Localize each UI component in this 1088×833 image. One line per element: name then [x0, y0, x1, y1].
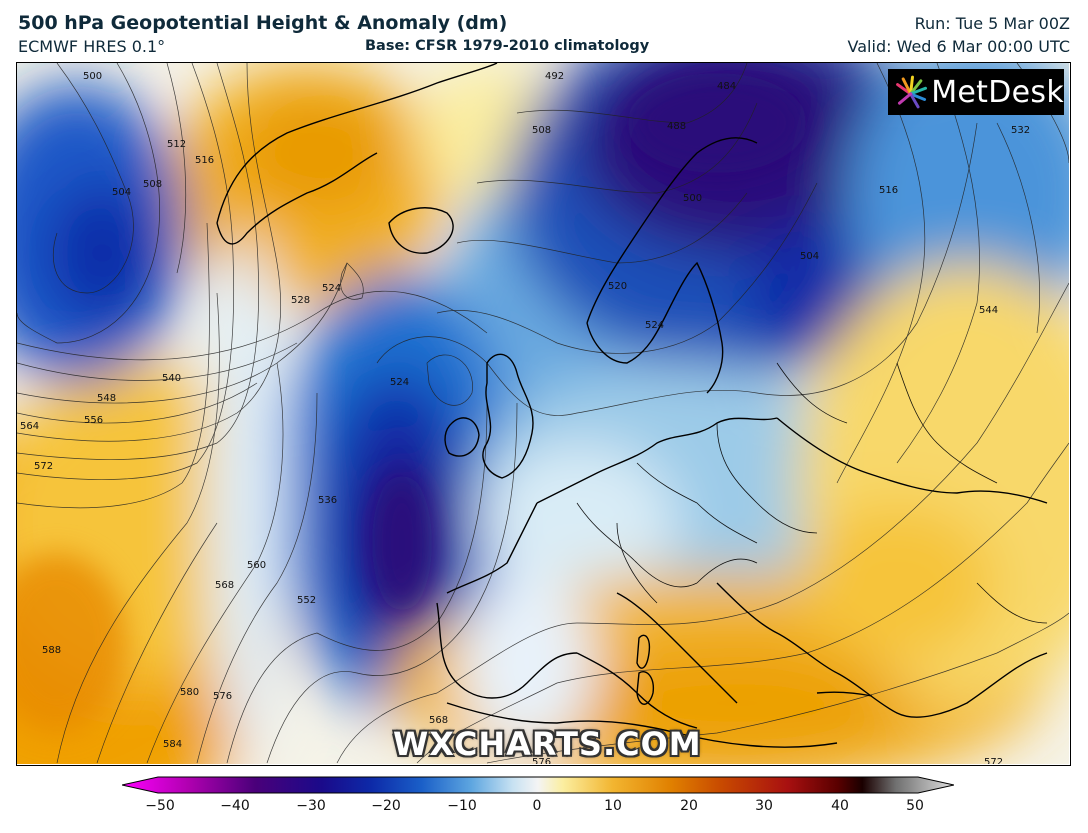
wxcharts-watermark: WXCHARTS.COM — [393, 725, 702, 763]
colorbar-tick: −40 — [220, 798, 250, 814]
contour-label: 568 — [215, 580, 234, 591]
contour-label: 580 — [180, 687, 199, 698]
contour-label: 524 — [645, 320, 664, 331]
contour-label: 516 — [879, 185, 898, 196]
contour-label: 504 — [112, 187, 131, 198]
colorbar-tick: 40 — [831, 798, 849, 814]
contour-label: 504 — [800, 251, 819, 262]
colorbar-tick: 10 — [604, 798, 622, 814]
chart-title: 500 hPa Geopotential Height & Anomaly (d… — [18, 12, 508, 34]
contour-label: 500 — [683, 193, 702, 204]
contour-label: 572 — [984, 757, 1003, 764]
contour-label: 508 — [532, 125, 551, 136]
colorbar-tick: −20 — [371, 798, 401, 814]
contour-label: 520 — [608, 281, 627, 292]
contour-labels: 500 504 508 512 516 524 528 540 548 556 … — [20, 71, 1030, 764]
metdesk-logo: MetDesk — [888, 69, 1064, 115]
contour-label: 576 — [532, 757, 551, 764]
colorbar-tick: 20 — [680, 798, 698, 814]
borders — [576, 362, 1048, 624]
contour-label: 556 — [84, 415, 103, 426]
contour-label: 516 — [195, 155, 214, 166]
contour-label: 492 — [545, 71, 564, 82]
map-panel: 500 504 508 512 516 524 528 540 548 556 … — [16, 62, 1071, 766]
contour-label: 508 — [143, 179, 162, 190]
colorbar-tick: −50 — [145, 798, 175, 814]
model-label: ECMWF HRES 0.1° — [18, 37, 166, 56]
contour-label: 488 — [667, 121, 686, 132]
contour-label: 552 — [297, 595, 316, 606]
anomaly-map: 500 504 508 512 516 524 528 540 548 556 … — [17, 63, 1069, 764]
contour-label: 512 — [167, 139, 186, 150]
height-contours — [17, 63, 1069, 764]
colorbar-tick: −10 — [447, 798, 477, 814]
colorbar-tick: 30 — [755, 798, 773, 814]
colorbar-tick: 0 — [532, 798, 542, 814]
contour-label: 548 — [97, 393, 116, 404]
coastlines — [216, 63, 1048, 748]
contour-label: 564 — [20, 421, 39, 432]
contour-label: 484 — [717, 81, 736, 92]
contour-label: 528 — [291, 295, 310, 306]
colorbar-tick: −30 — [296, 798, 326, 814]
contour-label: 568 — [429, 715, 448, 726]
contour-label: 524 — [322, 283, 341, 294]
anomaly-field — [17, 63, 1069, 764]
metdesk-logo-text: MetDesk — [931, 74, 1064, 110]
anomaly-colorbar — [122, 776, 954, 794]
contour-label: 544 — [979, 305, 998, 316]
contour-label: 576 — [213, 691, 232, 702]
contour-label: 536 — [318, 495, 337, 506]
contour-label: 560 — [247, 560, 266, 571]
climatology-base-label: Base: CFSR 1979-2010 climatology — [365, 38, 650, 54]
run-time-label: Run: Tue 5 Mar 00Z — [914, 14, 1070, 33]
contour-label: 540 — [162, 373, 181, 384]
contour-label: 532 — [1011, 125, 1030, 136]
contour-label: 584 — [163, 739, 182, 750]
colorbar-tick: 50 — [906, 798, 924, 814]
contour-label: 524 — [390, 377, 409, 388]
contour-label: 588 — [42, 645, 61, 656]
valid-time-label: Valid: Wed 6 Mar 00:00 UTC — [847, 37, 1070, 56]
contour-label: 572 — [34, 461, 53, 472]
metdesk-burst-icon — [896, 75, 928, 109]
contour-label: 500 — [83, 71, 102, 82]
